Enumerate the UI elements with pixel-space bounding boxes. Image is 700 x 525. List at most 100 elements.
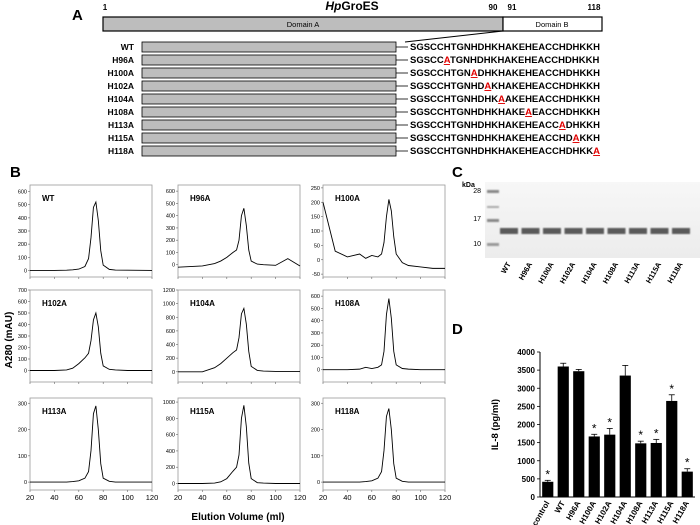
protein-band	[629, 228, 647, 234]
sequence-part: KHAKEHEACCHDHKKH	[491, 81, 600, 92]
significance: *	[654, 426, 659, 440]
chart-title: H118A	[335, 407, 360, 416]
panel-title: HpGroES	[325, 0, 378, 13]
y-tick-label: 200	[18, 346, 27, 352]
error-bar	[637, 440, 644, 444]
error-bar	[560, 362, 567, 367]
protein-band	[607, 228, 626, 234]
marker-band	[487, 206, 499, 208]
y-tick-label: 1000	[517, 457, 535, 466]
mutant-name: H100A	[108, 68, 134, 78]
zoom-line	[404, 30, 504, 43]
domain-a-bar	[141, 145, 397, 157]
unit-label: kDa	[462, 182, 475, 189]
sequence-part: SGSCCHTGNHDHKHAKEHEACC	[410, 120, 559, 131]
mutant-name: H115A	[108, 133, 134, 143]
y-tick-label: 0	[24, 268, 27, 274]
sequence-part: SGSCCHTGNHDHK	[410, 94, 498, 105]
bar	[542, 481, 554, 497]
gel	[485, 182, 700, 258]
plot-frame	[322, 397, 446, 491]
bar	[681, 471, 693, 497]
y-tick-label: 400	[311, 319, 320, 325]
significance: *	[638, 428, 643, 442]
y-tick-label: 250	[311, 186, 320, 192]
y-tick-label: 0	[317, 480, 320, 486]
sequence: SGSCCHTGNHDHKHAKEAEACCHDHKKH	[410, 107, 600, 118]
chromatogram-line	[30, 311, 152, 371]
chromatogram-line	[177, 208, 301, 268]
residue-number: 118	[588, 3, 601, 12]
y-tick-label: 200	[18, 242, 27, 248]
y-tick-label: 500	[18, 311, 27, 317]
sequence-part: EACCHDHKKH	[532, 107, 600, 118]
sequence: SGSCCHTGNADHKHAKEHEACCHDHKKH	[410, 68, 600, 79]
y-tick-label: 600	[311, 294, 320, 300]
y-tick-label: 100	[18, 357, 27, 363]
chromatogram-line	[178, 405, 300, 484]
lane-label: H113A	[622, 260, 642, 285]
chart-title: H115A	[190, 407, 215, 416]
x-tick-label: 60	[75, 493, 83, 502]
y-tick-label: 300	[166, 226, 175, 232]
domain-a-bar	[141, 93, 397, 105]
chart-title: H96A	[190, 194, 211, 203]
bar	[635, 443, 647, 497]
y-tick-label: 600	[166, 433, 175, 439]
mutant-name: H108A	[108, 107, 134, 117]
bar	[588, 436, 600, 497]
error-bar	[622, 365, 629, 376]
domain-a-bar	[141, 41, 397, 53]
domain-a-bar	[141, 119, 397, 131]
sequence: SGSCCHTGNHDHKHAKEHEACCHDHKKH	[410, 42, 600, 53]
mutation: A	[525, 107, 532, 118]
significance: *	[592, 421, 597, 435]
mutation: A	[573, 133, 580, 144]
marker-band	[487, 219, 499, 222]
bar	[650, 442, 662, 497]
y-tick-label: 150	[311, 215, 320, 221]
y-tick-label: 700	[18, 288, 27, 294]
mutation: A	[559, 120, 566, 131]
chart-title: H113A	[42, 407, 67, 416]
domain-a-bar	[141, 132, 397, 144]
significance: *	[685, 456, 690, 470]
chart-title: H100A	[335, 194, 360, 203]
x-tick-label: 80	[392, 493, 400, 502]
y-tick-label: 0	[317, 368, 320, 374]
mutation: A	[471, 68, 478, 79]
y-tick-label: 500	[166, 201, 175, 207]
y-tick-label: 400	[166, 214, 175, 220]
y-tick-label: 0	[24, 369, 27, 375]
marker-label: 28	[473, 188, 481, 195]
significance: *	[669, 382, 674, 396]
y-tick-label: 0	[172, 263, 175, 269]
y-tick-label: 3500	[517, 366, 535, 375]
chart-title: H102A	[42, 299, 67, 308]
mutant-name: H102A	[108, 81, 134, 91]
lane-label: H115A	[644, 260, 664, 285]
x-tick-label: 40	[343, 493, 351, 502]
y-tick-label: 1000	[163, 400, 175, 406]
marker-label: 10	[473, 241, 481, 248]
sequence-part: SGSCCHTGNHDHKHAKEHEACCHDHKKH	[410, 42, 600, 53]
domain-a-bar	[141, 80, 397, 92]
y-axis-label: A280 (mAU)	[4, 312, 15, 369]
x-tick-label: 100	[414, 493, 427, 502]
x-tick-label: WT	[553, 499, 567, 514]
domain-a-bar	[141, 67, 397, 79]
y-tick-label: 300	[311, 401, 320, 407]
y-tick-label: 600	[166, 329, 175, 335]
panel-label: A	[72, 7, 83, 24]
y-tick-label: 800	[166, 416, 175, 422]
mutation: A	[593, 146, 600, 157]
y-tick-label: 200	[18, 428, 27, 434]
protein-band	[650, 228, 669, 234]
error-bar	[653, 438, 660, 443]
y-tick-label: 1000	[163, 302, 175, 308]
y-tick-label: 100	[18, 454, 27, 460]
domain-b-bar	[502, 16, 603, 32]
marker-band	[487, 190, 499, 193]
y-tick-label: 300	[18, 229, 27, 235]
bar	[604, 434, 616, 497]
